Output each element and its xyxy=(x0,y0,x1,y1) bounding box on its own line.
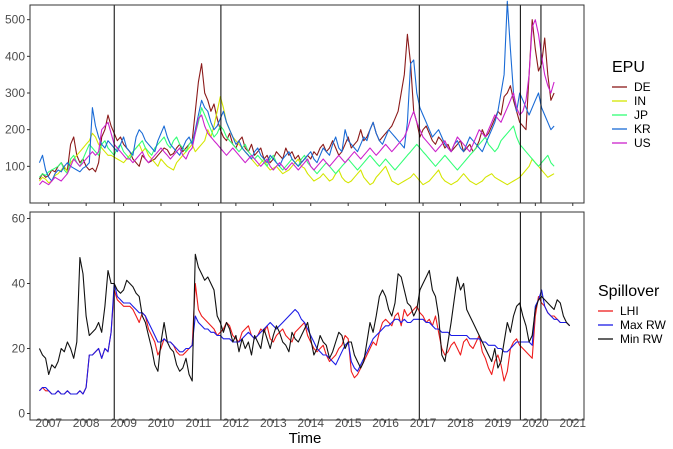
series-line-lhi xyxy=(38,282,571,395)
series-line-min-rw xyxy=(38,253,571,382)
x-tick-label: 2019 xyxy=(485,416,512,430)
legend-title: Spillover xyxy=(598,283,660,300)
y-tick-label: 100 xyxy=(5,159,25,173)
legend-label-jp: JP xyxy=(634,108,648,122)
spillover-panel: 0 20 40 60 xyxy=(12,211,585,423)
legend-label-de: DE xyxy=(634,80,651,94)
x-tick-label: 2008 xyxy=(73,416,100,430)
y-tick-label: 60 xyxy=(12,212,26,226)
x-tick-label: 2011 xyxy=(186,416,212,430)
series-line-us xyxy=(38,19,555,186)
y-tick-label: 20 xyxy=(12,342,26,356)
legend-label-max-rw: Max RW xyxy=(620,318,666,332)
legend-title: EPU xyxy=(612,59,645,76)
y-tick-label: 400 xyxy=(5,49,25,63)
epu-panel: 100 200 300 400 500 xyxy=(5,0,585,206)
y-tick-label: 200 xyxy=(5,123,25,137)
x-tick-label: 2014 xyxy=(297,416,324,430)
y-tick-label: 500 xyxy=(5,13,25,27)
x-axis-title: Time xyxy=(289,430,322,447)
x-tick-label: 2017 xyxy=(410,416,437,430)
legend-label-us: US xyxy=(634,136,651,150)
legend-label-in: IN xyxy=(634,94,646,108)
legend-label-kr: KR xyxy=(634,122,651,136)
x-tick-label: 2021 xyxy=(559,416,586,430)
y-tick-label: 0 xyxy=(18,407,25,421)
x-axis: 2007 2008 2009 2010 2011 2012 2013 2014 2015 2016… xyxy=(35,416,586,430)
series-line-max-rw xyxy=(38,282,571,395)
y-tick-label: 40 xyxy=(12,277,26,291)
x-tick-label: 2018 xyxy=(447,416,474,430)
y-tick-label: 300 xyxy=(5,86,25,100)
panel-frame xyxy=(29,4,585,204)
x-tick-label: 2012 xyxy=(223,416,250,430)
series-line-jp xyxy=(38,107,555,178)
series-line-in xyxy=(38,96,555,186)
x-tick-label: 2020 xyxy=(522,416,549,430)
x-tick-label: 2016 xyxy=(372,416,399,430)
x-tick-label: 2010 xyxy=(148,416,175,430)
x-tick-label: 2013 xyxy=(260,416,287,430)
x-tick-label: 2009 xyxy=(110,416,137,430)
x-tick-label: 2015 xyxy=(335,416,362,430)
legend-label-lhi: LHI xyxy=(620,304,639,318)
series-line-kr xyxy=(38,0,555,182)
panel-frame xyxy=(29,211,585,421)
x-tick-label: 2007 xyxy=(35,416,62,430)
series-line-de xyxy=(38,19,555,180)
legend-label-min-rw: Min RW xyxy=(620,332,663,346)
